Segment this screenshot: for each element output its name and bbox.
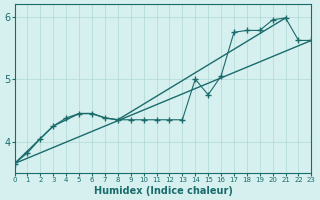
X-axis label: Humidex (Indice chaleur): Humidex (Indice chaleur) (93, 186, 232, 196)
